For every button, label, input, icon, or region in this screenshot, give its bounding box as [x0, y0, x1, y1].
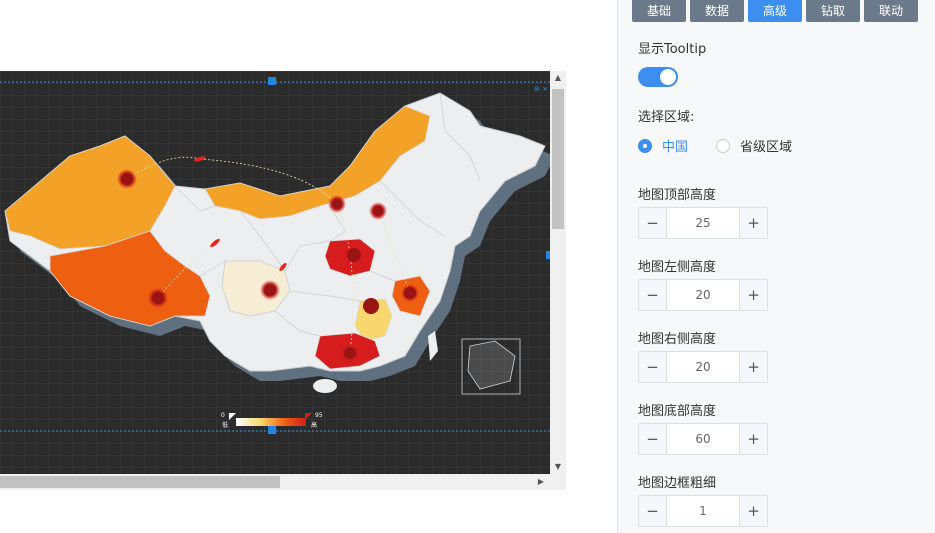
settings-tabs: 基础 数据 高级 钻取 联动 [632, 0, 918, 22]
china-map-chart: ⊘ × [0, 71, 550, 474]
radio-unchecked-icon [716, 138, 731, 153]
region-label: 选择区域: [638, 110, 695, 125]
region-hainan [313, 379, 337, 393]
radio-china-label: 中国 [662, 140, 689, 155]
region-radio-group: 中国 省级区域 [638, 136, 820, 155]
map-left-height-input[interactable] [667, 280, 739, 310]
increment-button[interactable]: + [739, 352, 767, 382]
decrement-button[interactable]: − [639, 208, 667, 238]
map-bottom-height-stepper: − + [638, 423, 768, 455]
flow-arrows [194, 156, 287, 272]
resize-handle-top [268, 77, 276, 85]
region-inner-mongolia [204, 105, 431, 220]
map-bottom-height-input[interactable] [667, 424, 739, 454]
tab-linkage[interactable]: 联动 [864, 0, 918, 22]
map-chart-frame[interactable]: ⊘ × [0, 71, 566, 490]
vertical-scroll-thumb[interactable] [552, 89, 564, 229]
resize-handle-bottom [268, 426, 276, 434]
scroll-up-arrow-icon[interactable]: ▲ [554, 73, 562, 82]
increment-button[interactable]: + [739, 208, 767, 238]
legend-max-label: 95 [315, 412, 323, 419]
map-top-height-input[interactable] [667, 208, 739, 238]
region-xinjiang [4, 135, 176, 250]
map-right-height-label: 地图右侧高度 [638, 332, 717, 347]
legend-low-text: 低 [222, 421, 228, 429]
map-border-width-input[interactable] [667, 496, 739, 526]
scroll-down-arrow-icon[interactable]: ▼ [554, 462, 562, 471]
map-border-width-stepper: − + [638, 495, 768, 527]
province-borders [174, 92, 481, 337]
map-bottom-height-label: 地图底部高度 [638, 404, 717, 419]
map-left-height-label: 地图左侧高度 [638, 260, 717, 275]
region-taiwan [428, 331, 438, 361]
map-right-height-stepper: − + [638, 351, 768, 383]
resize-handle-right [546, 251, 550, 259]
canvas-area: ⊘ × [0, 71, 566, 490]
increment-button[interactable]: + [739, 424, 767, 454]
vertical-scrollbar[interactable]: ▲ ▼ [550, 71, 566, 474]
region-tibet [49, 230, 211, 327]
decrement-button[interactable]: − [639, 424, 667, 454]
map-top-height-stepper: − + [638, 207, 768, 239]
settings-panel: 基础 数据 高级 钻取 联动 显示Tooltip 选择区域: 中国 省级区域 地… [617, 0, 935, 533]
legend-gradient-bar [236, 418, 306, 426]
radio-province[interactable]: 省级区域 [716, 136, 792, 155]
legend-high-text: 高 [311, 421, 317, 429]
decrement-button[interactable]: − [639, 280, 667, 310]
increment-button[interactable]: + [739, 496, 767, 526]
visual-map-legend: 0 95 低 高 [221, 412, 323, 429]
scrollbar-corner [550, 474, 566, 490]
tab-basic[interactable]: 基础 [632, 0, 686, 22]
tab-data[interactable]: 数据 [690, 0, 744, 22]
tab-advanced[interactable]: 高级 [748, 0, 802, 22]
south-china-sea-inset [461, 338, 521, 395]
map-border-width-label: 地图边框粗细 [638, 476, 717, 491]
radio-china[interactable]: 中国 [638, 136, 688, 155]
decrement-button[interactable]: − [639, 496, 667, 526]
scroll-right-arrow-icon[interactable]: ▶ [537, 477, 545, 486]
map-top-height-label: 地图顶部高度 [638, 188, 717, 203]
increment-button[interactable]: + [739, 280, 767, 310]
toolbar-icons: ⊘ × [534, 85, 548, 93]
show-tooltip-toggle[interactable] [638, 67, 678, 87]
tab-drilldown[interactable]: 钻取 [806, 0, 860, 22]
show-tooltip-label: 显示Tooltip [638, 42, 707, 57]
decrement-button[interactable]: − [639, 352, 667, 382]
horizontal-scroll-thumb[interactable] [0, 476, 280, 488]
radio-checked-icon [638, 138, 652, 153]
map-left-height-stepper: − + [638, 279, 768, 311]
legend-handle-high [305, 413, 312, 420]
legend-handle-low [229, 413, 236, 420]
map-right-height-input[interactable] [667, 352, 739, 382]
toggle-knob [660, 69, 676, 85]
horizontal-scrollbar[interactable]: ▶ [0, 474, 550, 490]
legend-min-label: 0 [221, 412, 225, 419]
city-markers [117, 169, 419, 362]
radio-province-label: 省级区域 [740, 140, 793, 155]
